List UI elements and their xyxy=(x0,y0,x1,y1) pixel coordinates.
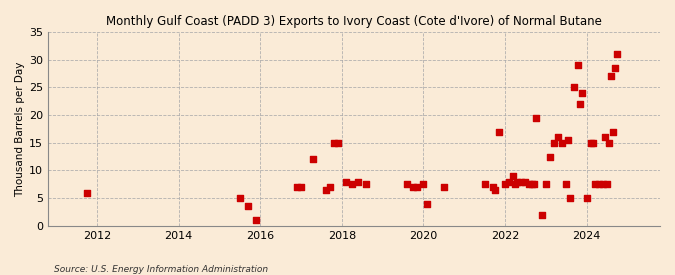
Point xyxy=(234,196,245,200)
Point xyxy=(504,179,514,184)
Point xyxy=(557,141,568,145)
Point xyxy=(296,185,306,189)
Point xyxy=(601,182,612,186)
Point xyxy=(500,182,510,186)
Point xyxy=(439,185,450,189)
Point xyxy=(612,52,622,56)
Point xyxy=(528,182,539,186)
Point xyxy=(353,179,364,184)
Point xyxy=(512,179,522,184)
Point xyxy=(508,174,518,178)
Point xyxy=(516,179,526,184)
Point xyxy=(524,182,535,186)
Point xyxy=(82,191,92,195)
Point xyxy=(593,182,604,186)
Text: Source: U.S. Energy Information Administration: Source: U.S. Energy Information Administ… xyxy=(54,265,268,274)
Point xyxy=(599,135,610,139)
Point xyxy=(526,182,537,186)
Point xyxy=(573,63,584,67)
Point xyxy=(565,196,576,200)
Point xyxy=(545,155,556,159)
Point xyxy=(563,138,574,142)
Point xyxy=(587,141,598,145)
Point xyxy=(324,185,335,189)
Point xyxy=(489,188,500,192)
Point xyxy=(585,141,596,145)
Point xyxy=(320,188,331,192)
Point xyxy=(569,85,580,90)
Point xyxy=(408,185,418,189)
Point xyxy=(422,202,433,206)
Point xyxy=(530,116,541,120)
Point xyxy=(418,182,429,186)
Point xyxy=(603,141,614,145)
Point xyxy=(242,204,253,209)
Point xyxy=(332,141,343,145)
Point xyxy=(561,182,572,186)
Point xyxy=(597,182,608,186)
Point xyxy=(608,130,618,134)
Point xyxy=(402,182,412,186)
Point xyxy=(493,130,504,134)
Y-axis label: Thousand Barrels per Day: Thousand Barrels per Day xyxy=(15,61,25,197)
Point xyxy=(347,182,358,186)
Point xyxy=(308,157,319,162)
Point xyxy=(605,74,616,78)
Point xyxy=(520,179,531,184)
Point xyxy=(589,182,600,186)
Point xyxy=(581,196,592,200)
Point xyxy=(510,182,520,186)
Point xyxy=(537,213,547,217)
Point xyxy=(553,135,564,139)
Point xyxy=(361,182,372,186)
Point xyxy=(251,218,262,222)
Point xyxy=(610,66,620,70)
Point xyxy=(328,141,339,145)
Point xyxy=(549,141,560,145)
Point xyxy=(541,182,551,186)
Point xyxy=(340,179,351,184)
Point xyxy=(487,185,498,189)
Point xyxy=(412,185,423,189)
Point xyxy=(479,182,490,186)
Title: Monthly Gulf Coast (PADD 3) Exports to Ivory Coast (Cote d'Ivore) of Normal Buta: Monthly Gulf Coast (PADD 3) Exports to I… xyxy=(106,15,602,28)
Point xyxy=(292,185,302,189)
Point xyxy=(577,91,588,95)
Point xyxy=(575,102,586,106)
